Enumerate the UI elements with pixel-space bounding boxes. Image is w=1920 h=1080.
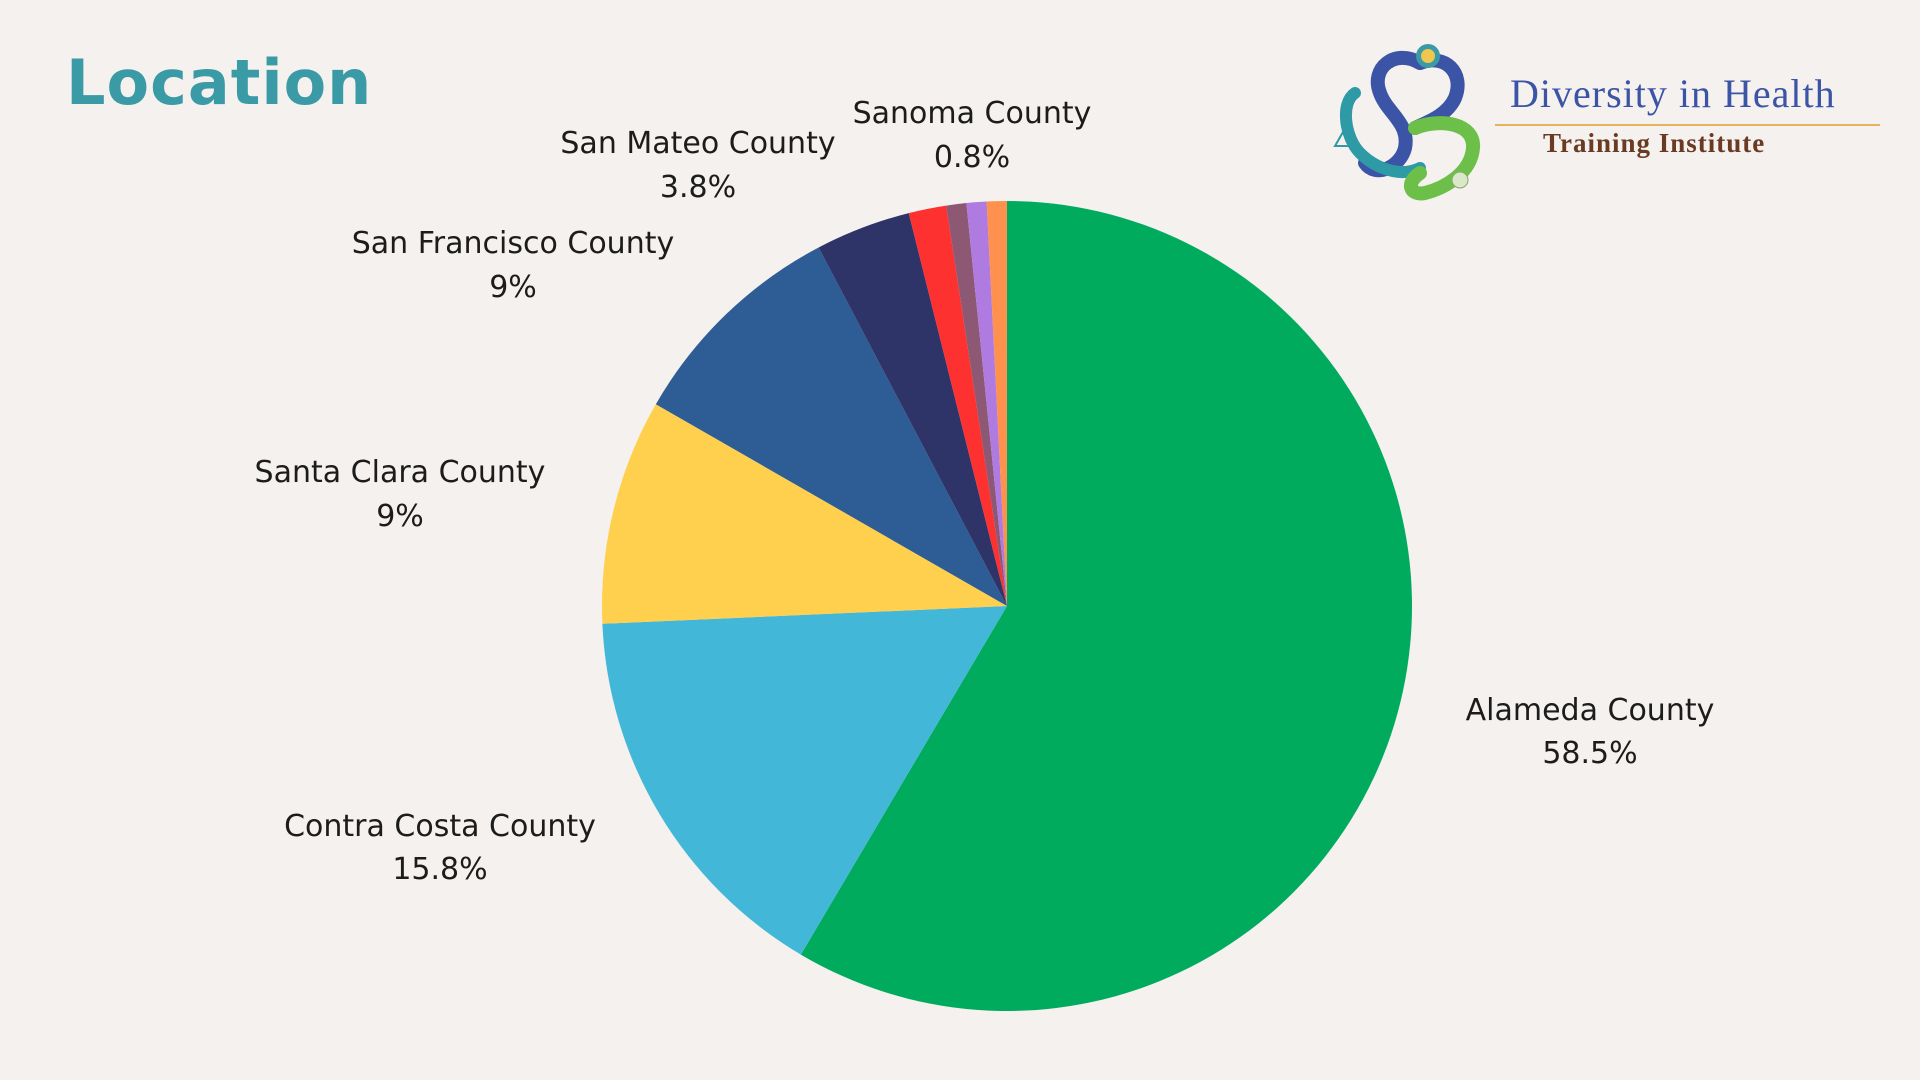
pie-slice-3 (655, 247, 1007, 606)
slice-value-santa-clara: 9% (376, 499, 424, 534)
logo-divider (1495, 124, 1880, 126)
page-title: Location (66, 46, 373, 119)
pie-slice-7 (966, 201, 1007, 606)
slice-value-san-francisco: 9% (489, 270, 537, 305)
pie-slice-6 (946, 203, 1007, 606)
slice-value-san-mateo: 3.8% (660, 170, 736, 205)
logo-text-primary: Diversity in Health (1510, 71, 1836, 116)
pie-slice-8 (986, 201, 1007, 606)
slice-label-contra-costa: Contra Costa County (284, 809, 596, 844)
logo-emblem-icon (1333, 44, 1480, 201)
slice-label-santa-clara: Santa Clara County (255, 455, 546, 490)
slice-label-sanoma: Sanoma County (853, 96, 1092, 131)
pie-slices (602, 201, 1412, 1011)
slice-value-contra-costa: 15.8% (392, 852, 487, 887)
slice-label-alameda: Alameda County (1466, 693, 1715, 728)
pie-slice-4 (818, 213, 1007, 606)
pie-slice-1 (602, 606, 1007, 955)
slice-value-sanoma: 0.8% (934, 140, 1010, 175)
pie-slice-2 (602, 404, 1007, 624)
pie-slice-0 (800, 201, 1412, 1011)
slice-label-san-mateo: San Mateo County (560, 126, 835, 161)
slice-value-alameda: 58.5% (1542, 736, 1637, 771)
logo: Diversity in Health Training Institute (1325, 28, 1895, 208)
slice-label-san-francisco: San Francisco County (352, 226, 674, 261)
pie-slice-5 (908, 205, 1007, 606)
logo-text-secondary: Training Institute (1543, 128, 1766, 158)
